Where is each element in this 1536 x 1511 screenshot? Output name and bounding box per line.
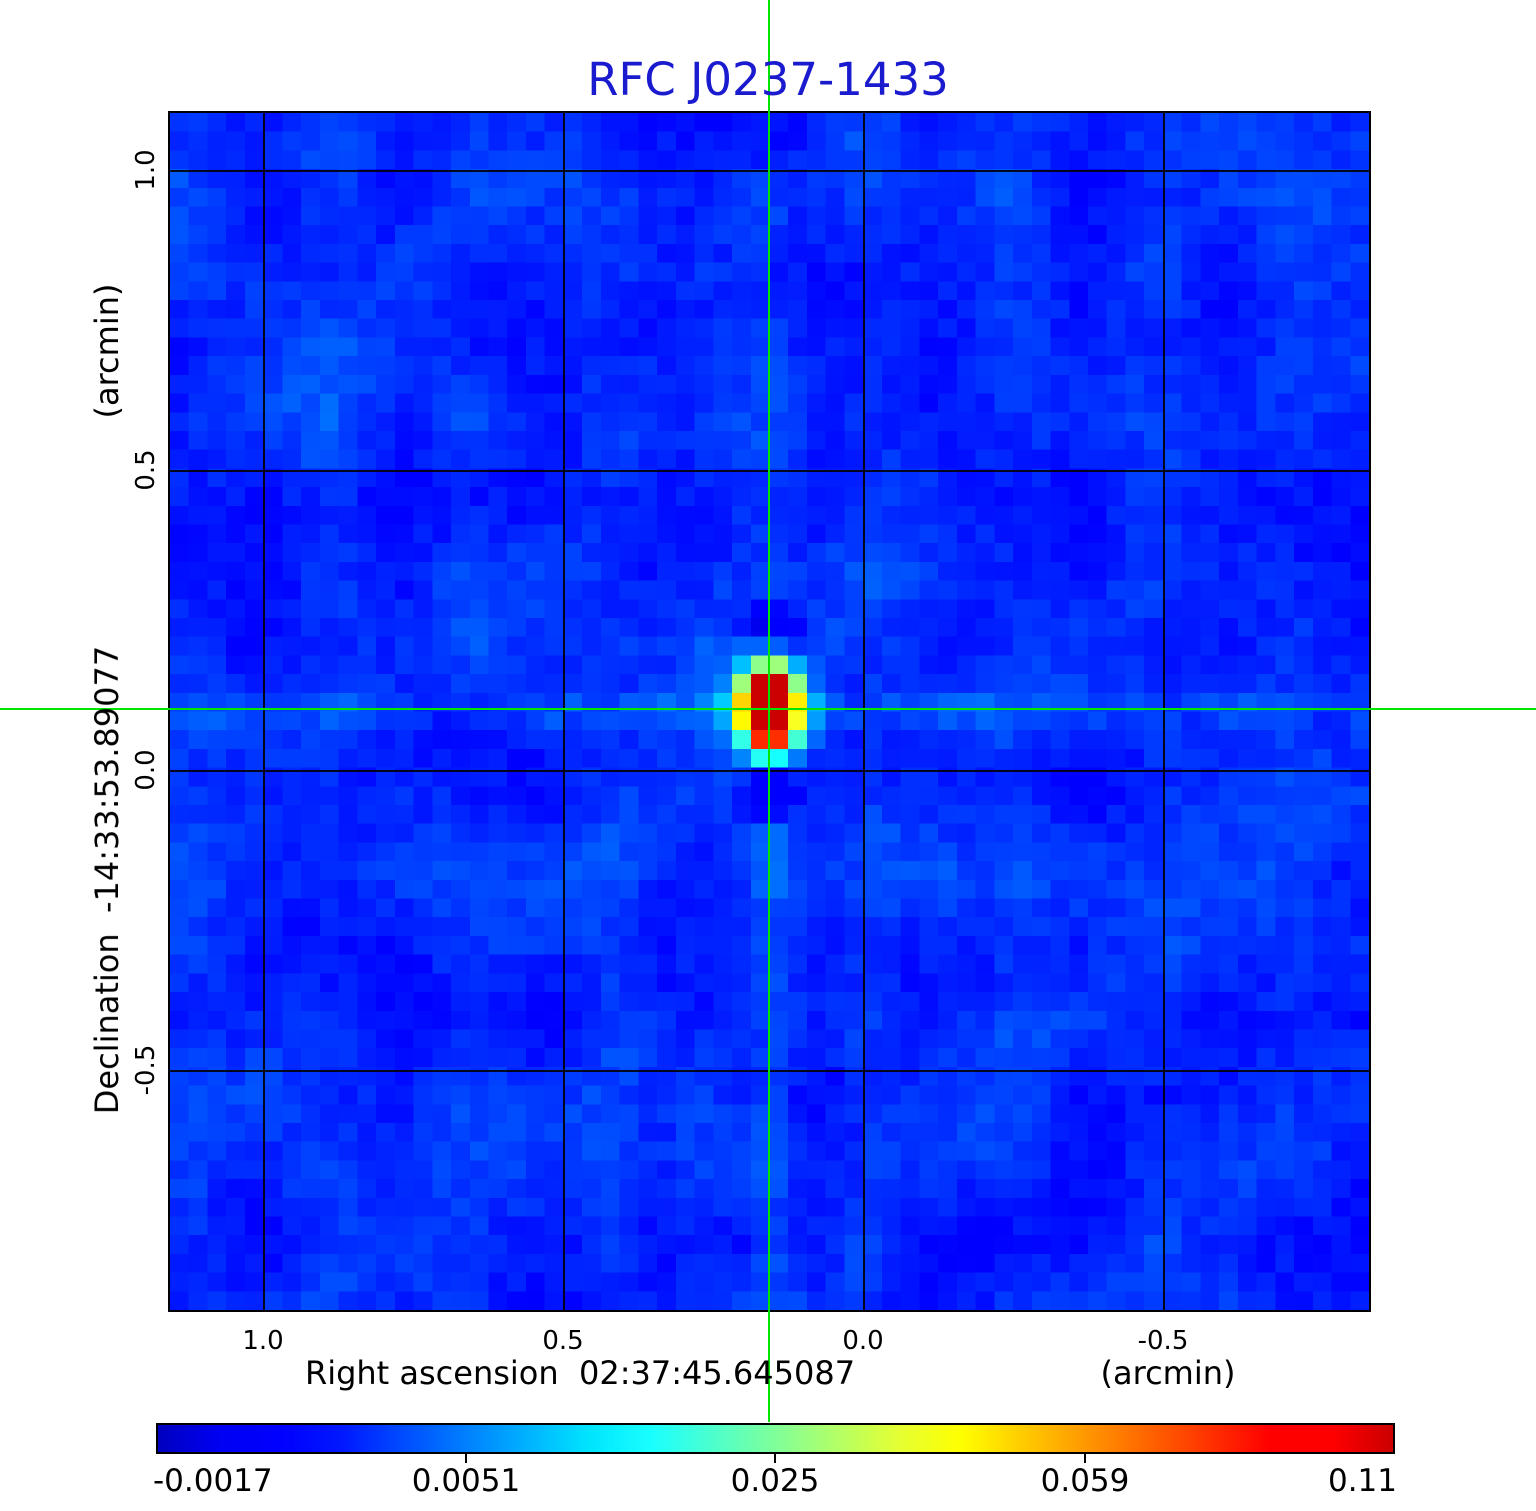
colorbar-label-max: 0.11 (1327, 1463, 1397, 1499)
y-tick-0.0: 0.0 (131, 749, 161, 791)
colorbar-label-0.025: 0.025 (730, 1463, 820, 1499)
y-axis-unit-label: (arcmin) (88, 283, 126, 419)
colorbar-label-0.059: 0.059 (1040, 1463, 1130, 1499)
y-tick-0.5: 0.5 (131, 449, 161, 491)
colorbar-tick-0.025 (774, 1454, 776, 1463)
gridline-vertical-1.0 (263, 113, 265, 1310)
figure-title: RFC J0237-1433 (587, 53, 949, 106)
colorbar-label-min: -0.0017 (153, 1463, 273, 1499)
gridline-vertical--0.5 (1163, 113, 1165, 1310)
y-tick-1.0: 1.0 (131, 149, 161, 191)
crosshair-vertical-line (768, 0, 770, 1422)
x-tick-0.5: 0.5 (542, 1326, 584, 1356)
crosshair-horizontal-line (0, 708, 1536, 710)
colorbar-tick-0.0051 (465, 1454, 467, 1463)
colorbar-gradient (156, 1423, 1395, 1454)
x-tick-0.0: 0.0 (842, 1326, 884, 1356)
x-tick-1.0: 1.0 (242, 1326, 284, 1356)
colorbar-tick-0.059 (1084, 1454, 1086, 1463)
x-axis-unit-label: (arcmin) (1100, 1354, 1236, 1392)
colorbar-label-0.0051: 0.0051 (411, 1463, 521, 1499)
y-tick--0.5: -0.5 (131, 1044, 161, 1096)
y-axis-label: Declination -14:33:53.89077 (88, 645, 126, 1115)
gridline-vertical-0.0 (863, 113, 865, 1310)
x-axis-label: Right ascension 02:37:45.645087 (304, 1354, 856, 1392)
x-tick--0.5: -0.5 (1137, 1326, 1189, 1356)
gridline-vertical-0.5 (563, 113, 565, 1310)
